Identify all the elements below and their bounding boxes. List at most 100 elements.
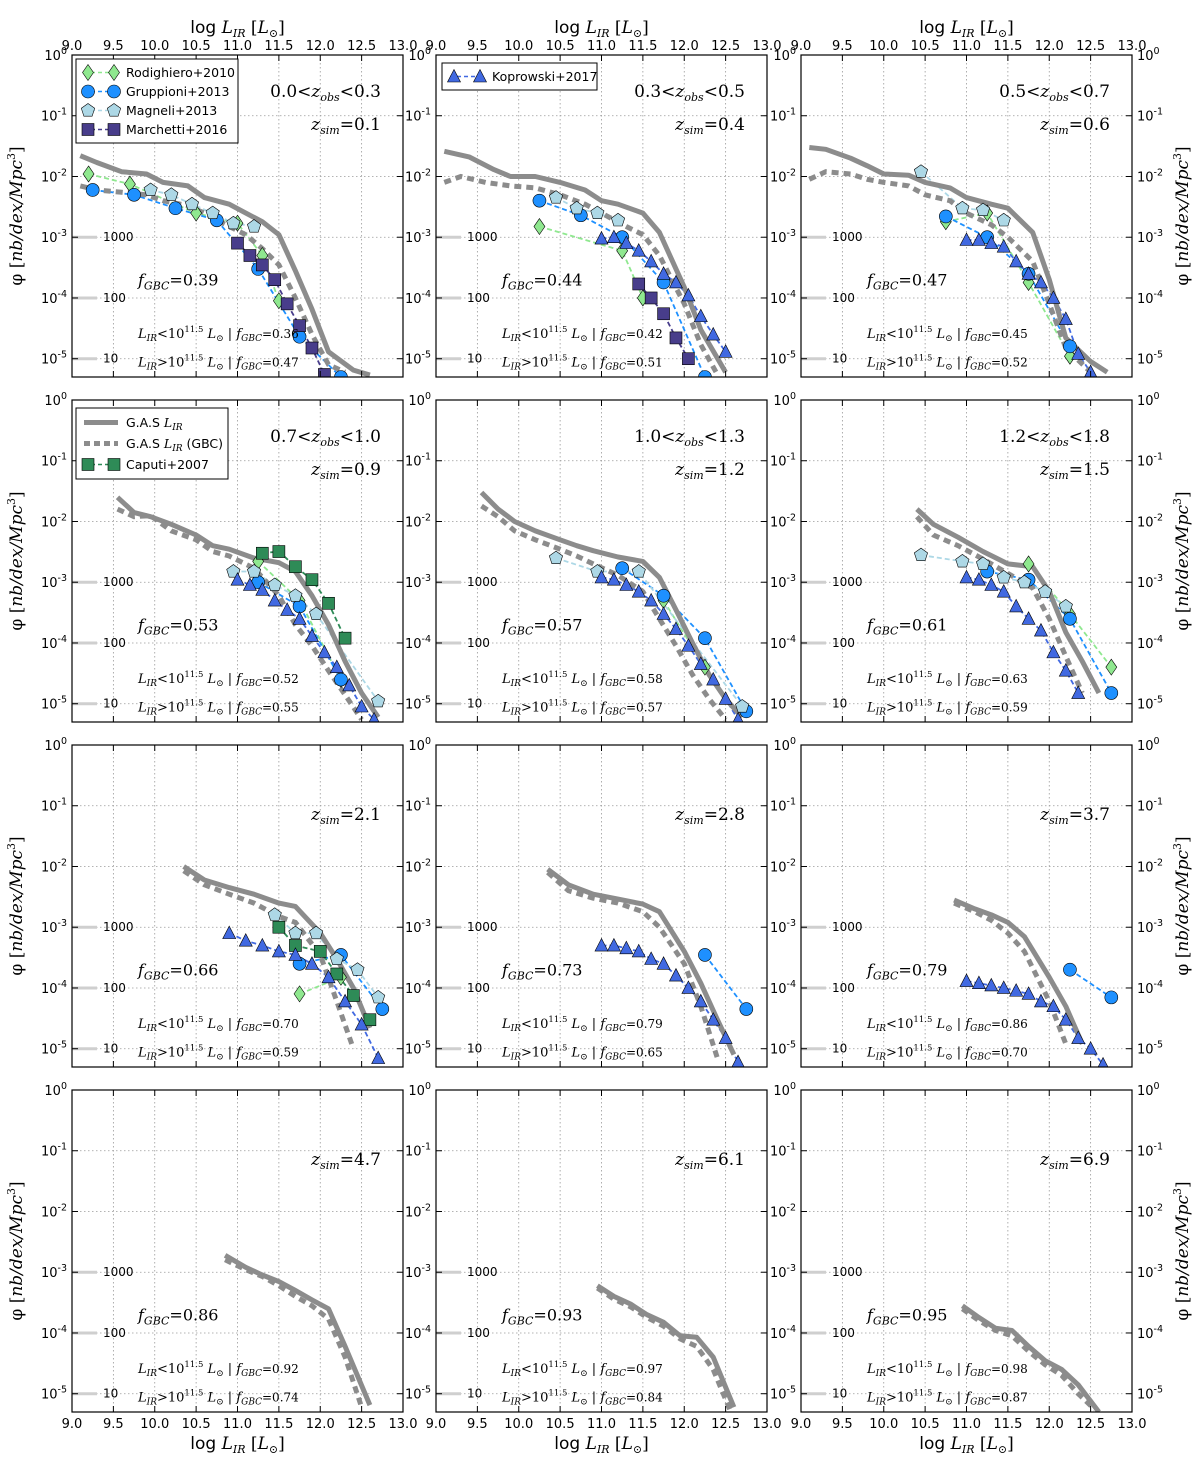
tick-exponent: -1	[787, 452, 796, 463]
data-point-marchetti-2016	[682, 352, 695, 366]
text-part: L	[932, 700, 945, 715]
data-point-koprowski-2017	[222, 925, 237, 939]
text-part: f	[137, 961, 147, 980]
reference-label: 100	[103, 636, 126, 650]
text-part: GBC	[241, 1369, 262, 1379]
zobs-lo: 0.5	[999, 82, 1026, 102]
data-point-magneli-2013	[371, 990, 386, 1004]
reference-label: 10	[467, 1042, 482, 1056]
x-tick-label: 10.5	[546, 39, 575, 54]
fgbc-split-value: =0.59	[991, 700, 1028, 714]
axis-title-part: ]	[278, 18, 285, 38]
x-tick-label: 12.0	[1035, 1417, 1064, 1432]
panel-data	[960, 1303, 1101, 1412]
fgbc-value: =0.57	[533, 616, 582, 635]
x-tick-label: 13.0	[753, 1417, 782, 1432]
text-part: 11.5	[548, 1388, 567, 1398]
data-point-koprowski-2017	[304, 956, 319, 970]
reference-label: 1000	[103, 575, 134, 589]
y-tick-label: 10-2	[770, 857, 796, 875]
axis-title-part: ⊙	[269, 1443, 278, 1456]
data-point-koprowski-2017	[693, 308, 708, 323]
text-part: |	[588, 355, 601, 370]
tick-base: 10	[405, 576, 422, 591]
text-part: IR	[146, 1052, 158, 1062]
text-part: z	[674, 460, 685, 480]
tick-base: 10	[41, 698, 58, 713]
text-part: 11.5	[184, 1015, 203, 1025]
data-point-caputi-2007	[322, 596, 335, 610]
y-tick-label: 10-3	[1137, 918, 1163, 936]
tick-exponent: -4	[1154, 289, 1163, 300]
data-point-magneli-2013	[164, 187, 179, 201]
data-point-magneli-2013	[569, 200, 584, 215]
data-point-koprowski-2017	[681, 980, 696, 994]
panel-data	[79, 153, 371, 377]
fgbc-split-value: =0.55	[262, 700, 299, 714]
fgbc-split-value: =0.86	[991, 1017, 1028, 1031]
data-point-koprowski-2017	[606, 937, 621, 952]
tick-exponent: -5	[422, 350, 431, 361]
fgbc-split-value: =0.70	[991, 1045, 1028, 1059]
zsim-value: =1.5	[1069, 460, 1110, 480]
data-point-koprowski-2017	[668, 621, 683, 635]
data-point-koprowski-2017	[984, 977, 999, 992]
tick-exponent: -1	[58, 1142, 67, 1153]
reference-label: 100	[103, 291, 126, 305]
x-tick-label: 9.5	[103, 1417, 124, 1432]
fgbc-high-label: LIR>1011.5 L⊙ | fGBC=0.65	[501, 1043, 663, 1062]
y-tick-label: 10-2	[770, 167, 796, 185]
tick-base: 10	[44, 49, 61, 64]
data-point-koprowski-2017	[984, 235, 999, 249]
legend-box	[75, 58, 239, 144]
y-tick-label: 10-4	[41, 979, 67, 997]
data-point-gruppioni-2013	[532, 193, 547, 208]
tick-base: 10	[1137, 1205, 1154, 1220]
text-part: f	[599, 1362, 607, 1377]
fgbc-split-value: =0.47	[262, 355, 299, 369]
y-axis-title: φ [nb/dex/Mpc3]	[5, 491, 27, 630]
tick-base: 10	[1137, 231, 1154, 246]
fit-line-koprowski-2017	[966, 576, 1079, 694]
y-tick-label: 10-4	[405, 634, 431, 652]
text-part: <10	[157, 1017, 184, 1032]
reference-label: 10	[103, 1387, 118, 1401]
tick-exponent: 0	[61, 391, 67, 402]
fgbc-value: =0.39	[169, 271, 218, 290]
data-point-koprowski-2017	[594, 230, 609, 245]
data-point-marchetti-2016	[280, 297, 294, 311]
text-part: L	[567, 700, 580, 715]
fgbc-low-label: LIR<1011.5 L⊙ | fGBC=0.97	[501, 1360, 663, 1379]
tick-base: 10	[41, 1043, 58, 1058]
data-point-koprowski-2017	[1097, 1056, 1109, 1067]
text-part: L	[866, 1045, 876, 1060]
text-part: obs	[684, 91, 704, 104]
zobs-label: 1.2<zobs<1.8	[999, 427, 1110, 449]
x-tick-label: 11.0	[223, 39, 252, 54]
axis-title-part: nb/dex/Mpc	[1173, 1195, 1193, 1297]
text-part: ⊙	[580, 707, 588, 717]
text-part: <	[1069, 82, 1083, 102]
text-part: L	[567, 1045, 580, 1060]
zsim-label: zsim=0.4	[674, 115, 745, 137]
legend-label: G.A.S LIR	[126, 415, 183, 433]
y-tick-label: 10-3	[1137, 228, 1163, 246]
text-part: f	[137, 271, 147, 290]
tick-exponent: -3	[422, 573, 431, 584]
text-part: <10	[886, 327, 913, 342]
y-tick-label: 100	[408, 46, 431, 64]
text-part: IR	[146, 362, 158, 372]
data-point-koprowski-2017	[971, 572, 986, 586]
text-part: sim	[1049, 469, 1069, 482]
text-part: z	[310, 115, 321, 135]
y-tick-label: 100	[773, 736, 796, 754]
data-point-magneli-2013	[1038, 584, 1053, 598]
tick-exponent: 0	[1154, 46, 1160, 57]
text-part: f	[964, 355, 972, 370]
zsim-value: =0.4	[704, 115, 745, 135]
text-part: <	[340, 427, 354, 447]
text-part: z	[310, 82, 321, 102]
x-tick-label: 13.0	[1118, 39, 1147, 54]
y-tick-label: 10-5	[1137, 1040, 1163, 1058]
